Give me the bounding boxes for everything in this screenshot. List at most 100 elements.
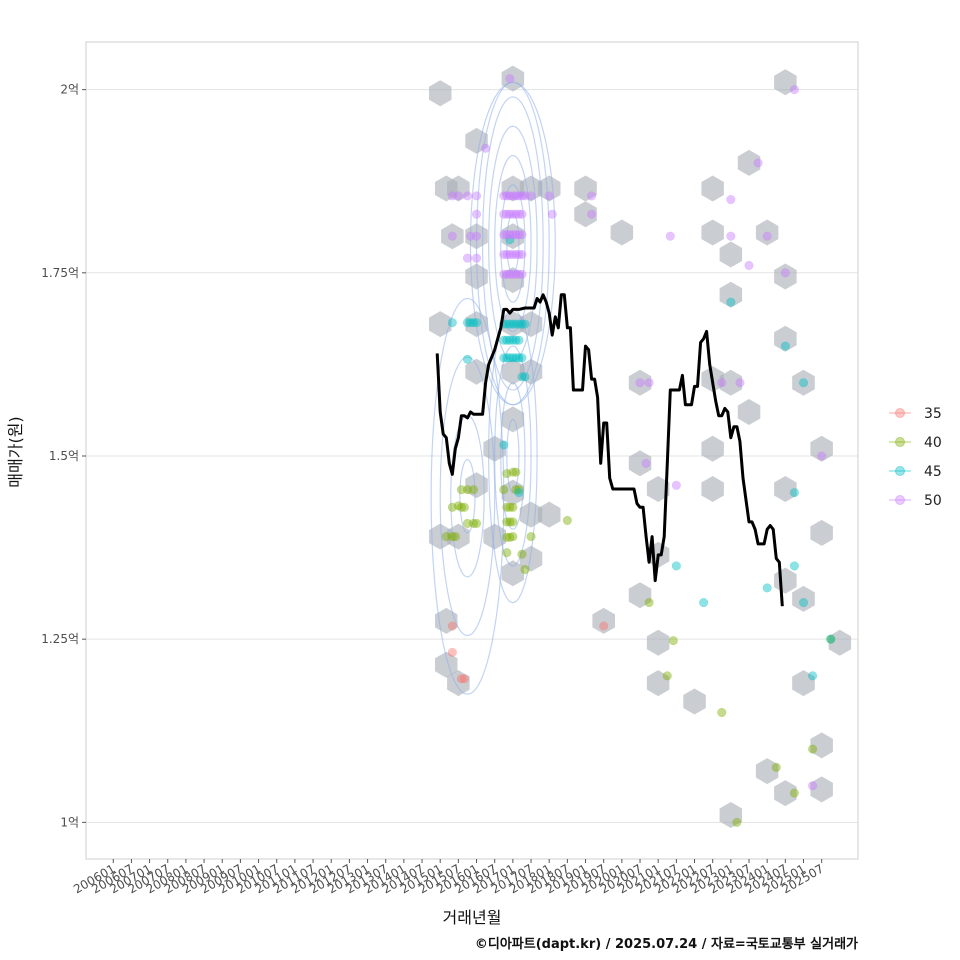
- data-point-50: [499, 209, 509, 219]
- data-point-50: [517, 191, 527, 201]
- data-point-45: [499, 335, 509, 345]
- moving-average-line-layer: [435, 293, 784, 607]
- density-contour: [494, 345, 532, 567]
- data-point-40: [808, 744, 818, 754]
- data-point-50: [717, 378, 727, 388]
- data-point-40: [502, 469, 512, 479]
- data-point-50: [514, 209, 524, 219]
- data-point-35: [459, 674, 469, 684]
- hex-bin: [628, 582, 652, 609]
- data-point-40: [717, 707, 727, 718]
- data-point-45: [699, 597, 709, 608]
- density-contour: [459, 459, 476, 534]
- hex-bin: [592, 607, 615, 634]
- x-axis-title: 거래년월: [443, 908, 502, 927]
- hex-bin: [447, 175, 470, 202]
- data-point-40: [517, 549, 527, 559]
- data-point-50: [502, 230, 512, 240]
- data-point-50: [499, 230, 509, 240]
- data-point-50: [447, 191, 457, 201]
- data-point-45: [726, 297, 736, 307]
- hex-bin: [429, 80, 452, 107]
- data-point-50: [471, 191, 482, 201]
- data-point-45: [798, 378, 809, 388]
- data-point-50: [641, 458, 651, 468]
- data-point-45: [762, 583, 772, 593]
- data-point-50: [462, 191, 473, 201]
- hex-bin: [501, 560, 525, 587]
- data-point-40: [508, 502, 518, 512]
- data-point-50: [499, 249, 509, 260]
- hex-bin: [519, 545, 543, 572]
- data-point-40: [668, 636, 678, 646]
- data-point-40: [520, 565, 530, 575]
- hex-bin: [519, 501, 543, 528]
- data-point-50: [471, 231, 482, 241]
- data-point-45: [514, 353, 524, 363]
- data-point-50: [726, 231, 736, 241]
- data-point-40: [447, 532, 457, 542]
- data-point-45: [471, 318, 482, 328]
- data-point-50: [508, 230, 518, 240]
- data-point-50: [502, 269, 512, 279]
- data-point-50: [517, 249, 527, 260]
- hex-bin: [792, 585, 815, 612]
- data-point-45: [468, 318, 479, 328]
- hex-bin: [610, 219, 634, 246]
- data-point-50: [502, 191, 512, 201]
- data-point-50: [499, 191, 509, 201]
- data-point-50: [505, 269, 515, 279]
- y-tick-label: 1.5억: [49, 449, 79, 463]
- data-point-45: [789, 488, 799, 498]
- density-contour-layer: [430, 81, 556, 695]
- density-contour: [430, 297, 505, 695]
- hex-bin: [774, 263, 797, 290]
- data-point-35: [447, 647, 457, 657]
- data-point-40: [771, 762, 781, 772]
- legend-key-point: [895, 466, 905, 476]
- data-point-50: [514, 249, 524, 260]
- hex-bin: [646, 670, 670, 697]
- data-point-45: [798, 597, 809, 608]
- data-point-50: [447, 231, 457, 241]
- data-point-40: [468, 485, 479, 495]
- data-point-40: [826, 634, 836, 644]
- data-point-40: [526, 532, 536, 542]
- density-contour: [506, 418, 520, 494]
- data-point-40: [453, 501, 463, 511]
- hex-bin: [501, 65, 525, 92]
- data-point-45: [502, 335, 512, 345]
- density-contour: [506, 213, 520, 274]
- legend-label: 40: [924, 435, 942, 451]
- legend: 35 40 45 50: [889, 406, 942, 509]
- hex-bin: [574, 175, 597, 202]
- hex-bin: [774, 780, 797, 807]
- data-point-50: [517, 209, 527, 219]
- hex-bin: [628, 369, 652, 396]
- hex-bin: [810, 776, 833, 803]
- data-point-50: [481, 143, 491, 153]
- data-point-45: [520, 319, 530, 329]
- hex-bin: [574, 201, 597, 228]
- data-point-40: [789, 788, 799, 798]
- density-contour: [488, 125, 538, 362]
- hex-bin: [774, 476, 797, 502]
- hex-bin: [483, 523, 506, 550]
- data-point-40: [456, 485, 466, 495]
- plot-area: [85, 41, 859, 860]
- data-point-45: [517, 353, 527, 363]
- grid-lines: [86, 89, 858, 823]
- data-point-50: [744, 260, 754, 271]
- data-point-50: [465, 231, 476, 241]
- data-point-50: [726, 194, 736, 205]
- data-point-40: [505, 532, 515, 542]
- data-point-45: [517, 319, 527, 329]
- data-point-40: [508, 532, 518, 542]
- data-point-35: [447, 621, 457, 631]
- data-point-45: [511, 335, 521, 345]
- data-point-45: [508, 335, 518, 345]
- data-point-40: [456, 502, 466, 512]
- data-point-50: [789, 85, 799, 95]
- data-point-40: [462, 485, 473, 495]
- data-point-50: [762, 231, 772, 241]
